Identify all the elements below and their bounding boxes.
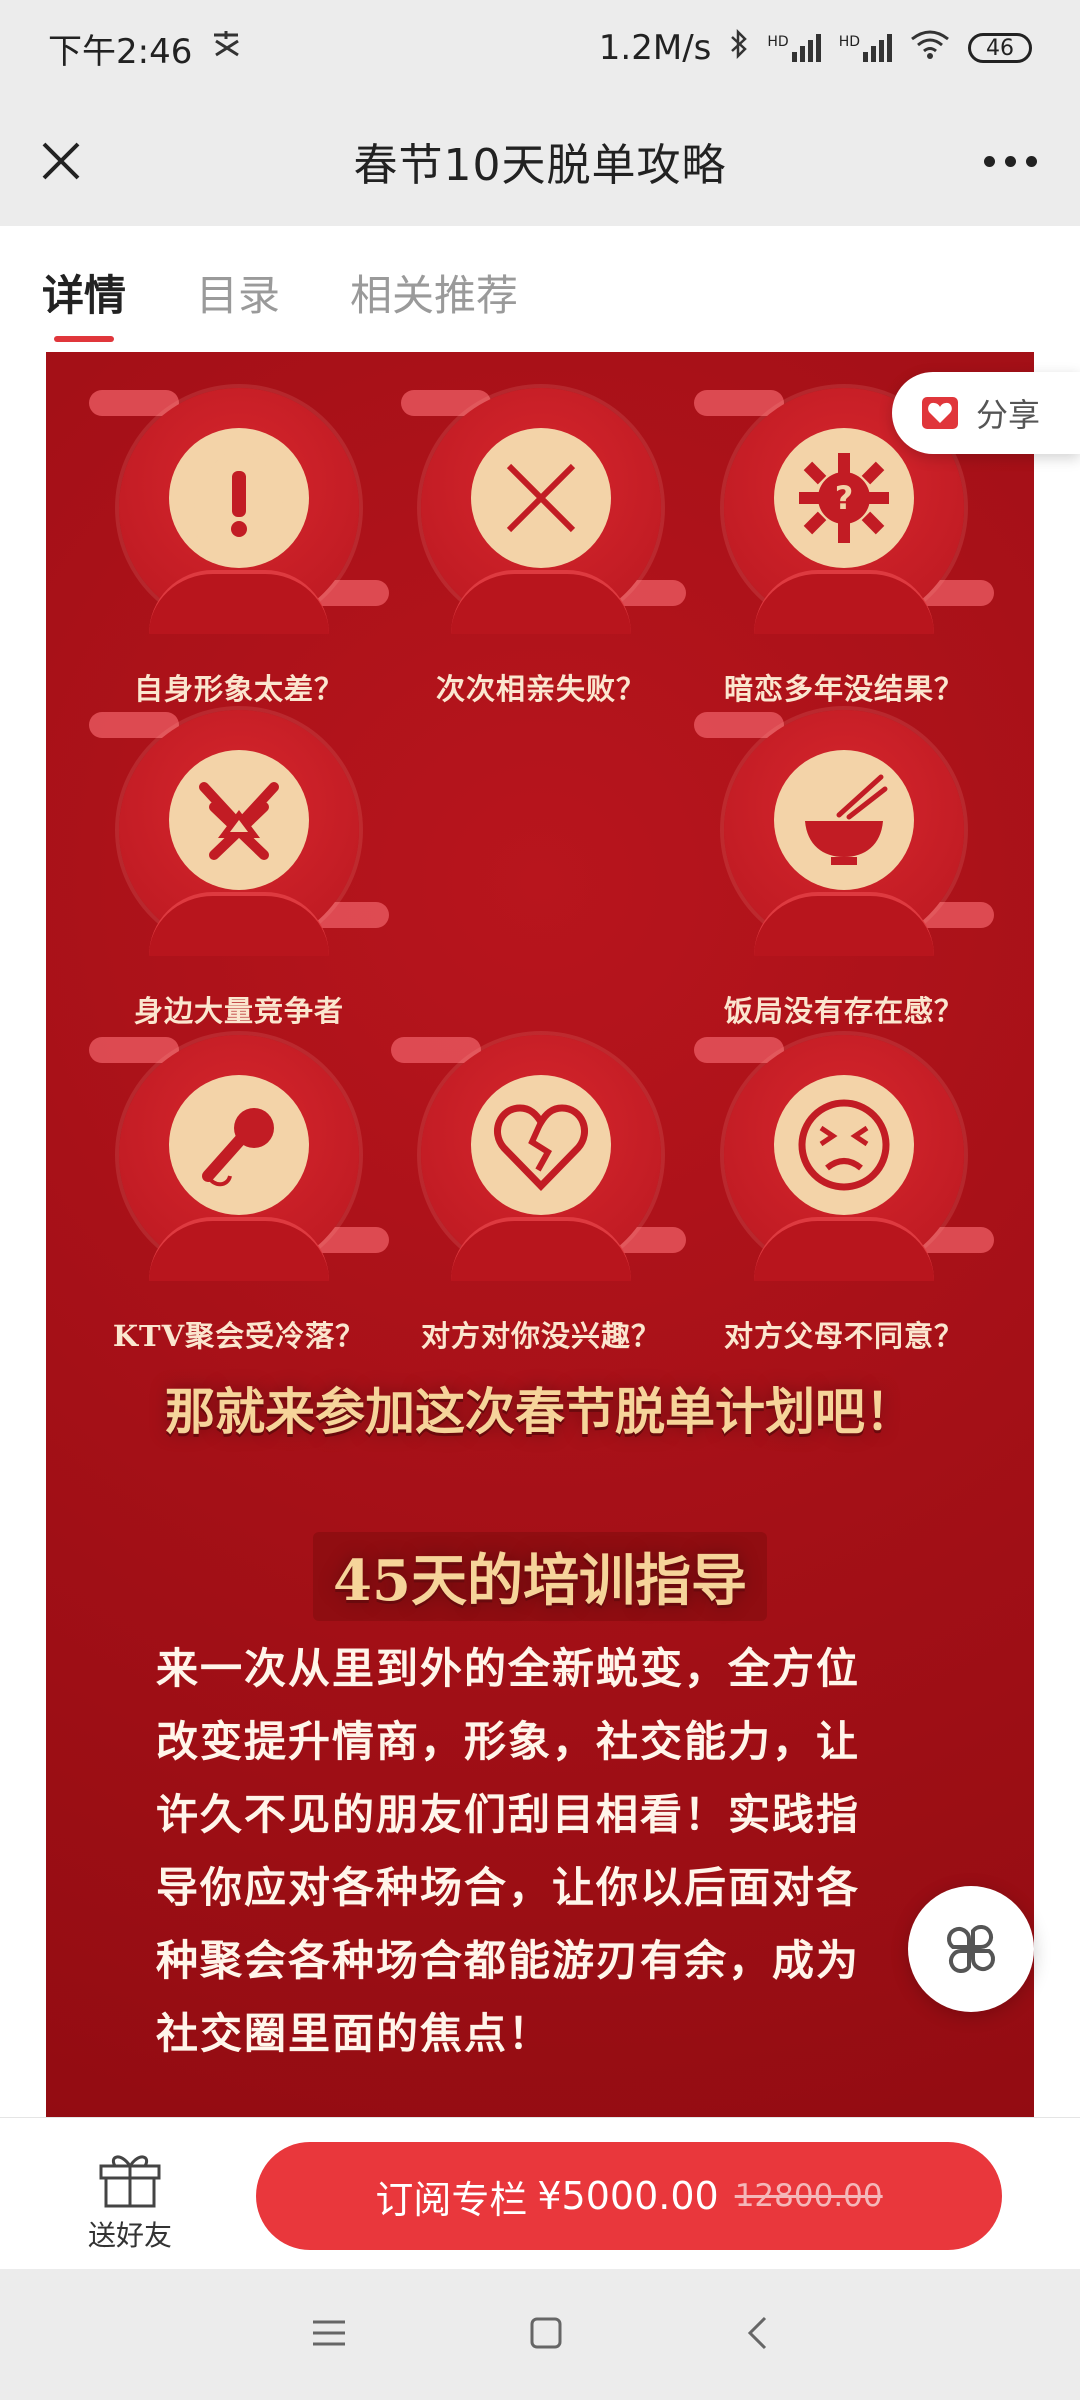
- subscribe-price: ¥5000.00: [537, 2174, 719, 2218]
- problem-label: 对方父母不同意？: [723, 1319, 964, 1353]
- cross-icon: [506, 463, 576, 533]
- description-line: 来一次从里到外的全新蜕变，全方位: [156, 1644, 861, 1693]
- close-icon: [42, 142, 80, 180]
- original-price: 12800.00: [734, 2178, 883, 2214]
- problem-label: 饭局没有存在感？: [723, 994, 964, 1028]
- question-gear-icon: ?: [799, 453, 889, 543]
- wifi-icon: [910, 28, 950, 68]
- share-label: 分享: [976, 396, 1041, 434]
- subheadline: 45天的培训指导: [46, 1532, 1034, 1621]
- floating-menu-button[interactable]: [908, 1886, 1034, 2012]
- notification-icon: [210, 29, 244, 67]
- exclamation-icon: [191, 450, 287, 546]
- close-button[interactable]: [30, 130, 92, 192]
- more-dot: [1025, 155, 1037, 167]
- home-nav-button[interactable]: [529, 2316, 563, 2354]
- menu-nav-button[interactable]: [311, 2318, 347, 2352]
- subscribe-button[interactable]: 订阅专栏 ¥5000.00 12800.00: [256, 2142, 1002, 2250]
- back-nav-button[interactable]: [745, 2315, 769, 2355]
- problem-item: 自身形象太差？: [89, 370, 389, 708]
- send-to-friend-label: 送好友: [87, 2219, 172, 2252]
- more-options-button[interactable]: [970, 130, 1050, 192]
- problem-label: 身边大量竞争者: [133, 994, 344, 1028]
- problem-label: KTV聚会受冷落？: [112, 1319, 366, 1353]
- description-text: 来一次从里到外的全新蜕变，全方位 改变提升情商，形象，社交能力，让 许久不见的朋…: [156, 1632, 956, 2070]
- send-to-friend-button[interactable]: 送好友: [70, 2148, 190, 2254]
- problem-label: 对方对你没兴趣？: [420, 1319, 661, 1353]
- problem-item: KTV聚会受冷落？: [89, 1017, 389, 1355]
- problem-label: 次次相亲失败？: [435, 672, 646, 706]
- bluetooth-icon: [729, 28, 749, 67]
- rice-bowl-icon: [805, 774, 888, 865]
- more-dot: [983, 155, 995, 167]
- title-bar: 春节10天脱单攻略: [0, 96, 1080, 226]
- back-chevron-icon: [747, 2316, 767, 2349]
- description-line: 改变提升情商，形象，社交能力，让: [156, 1717, 861, 1766]
- problem-item: 对方父母不同意？: [694, 1017, 994, 1355]
- signal-label-1: HD: [767, 34, 789, 50]
- description-line: 社交圈里面的焦点！: [156, 2009, 553, 2058]
- description-line: 种聚会各种场合都能游刃有余，成为: [156, 1936, 861, 1985]
- description-line: 许久不见的朋友们刮目相看！实践指: [156, 1790, 861, 1839]
- more-dot: [1004, 155, 1016, 167]
- tab-related[interactable]: 相关推荐: [350, 271, 519, 320]
- subscribe-label: 订阅专栏: [375, 2177, 528, 2222]
- headline: 那就来参加这次春节脱单计划吧！: [165, 1382, 915, 1441]
- problem-label: 暗恋多年没结果？: [723, 672, 964, 706]
- svg-text:?: ?: [835, 479, 854, 517]
- tab-bar: 详情 目录 相关推荐: [0, 226, 1080, 350]
- share-button[interactable]: 分享: [892, 372, 1080, 454]
- problem-item: 身边大量竞争者: [89, 692, 389, 1030]
- network-speed: 1.2M/s: [598, 28, 712, 68]
- problem-item: 次次相亲失败？: [391, 370, 691, 708]
- share-heart-icon: [922, 397, 958, 429]
- gift-icon: [99, 2155, 161, 2208]
- tab-catalog[interactable]: 目录: [196, 271, 281, 320]
- menu-icon: [313, 2320, 345, 2345]
- tab-details[interactable]: 详情: [42, 226, 126, 342]
- problem-label: 自身形象太差？: [133, 672, 344, 706]
- broken-heart-icon: [493, 1104, 589, 1192]
- signal-icon-2: HD: [839, 34, 892, 62]
- status-time: 下午2:46: [48, 31, 193, 72]
- grid-menu-icon: [947, 1925, 995, 1973]
- battery-icon: 46: [968, 33, 1032, 63]
- rival-icon: [199, 782, 279, 860]
- bottom-action-bar: 送好友 订阅专栏 ¥5000.00 12800.00: [0, 2117, 1080, 2270]
- system-navigation-bar: [0, 2269, 1080, 2400]
- signal-label-2: HD: [838, 34, 860, 50]
- microphone-icon: [202, 1108, 274, 1187]
- description-line: 导你应对各种场合，让你以后面对各: [156, 1863, 861, 1912]
- problem-item: 对方对你没兴趣？: [391, 1017, 691, 1355]
- signal-icon-1: HD: [767, 34, 821, 62]
- home-square-icon: [530, 2317, 562, 2348]
- poster-image: 自身形象太差？ 次次相亲失败？: [46, 352, 1034, 2117]
- frown-face-icon: [798, 1099, 890, 1191]
- status-bar: 下午2:46 1.2M/s HD HD 46: [0, 0, 1080, 96]
- subheadline-text: 45天的培训指导: [313, 1532, 767, 1621]
- problem-item: 饭局没有存在感？: [694, 692, 994, 1030]
- battery-level: 46: [986, 35, 1014, 61]
- page-title: 春节10天脱单攻略: [353, 140, 727, 191]
